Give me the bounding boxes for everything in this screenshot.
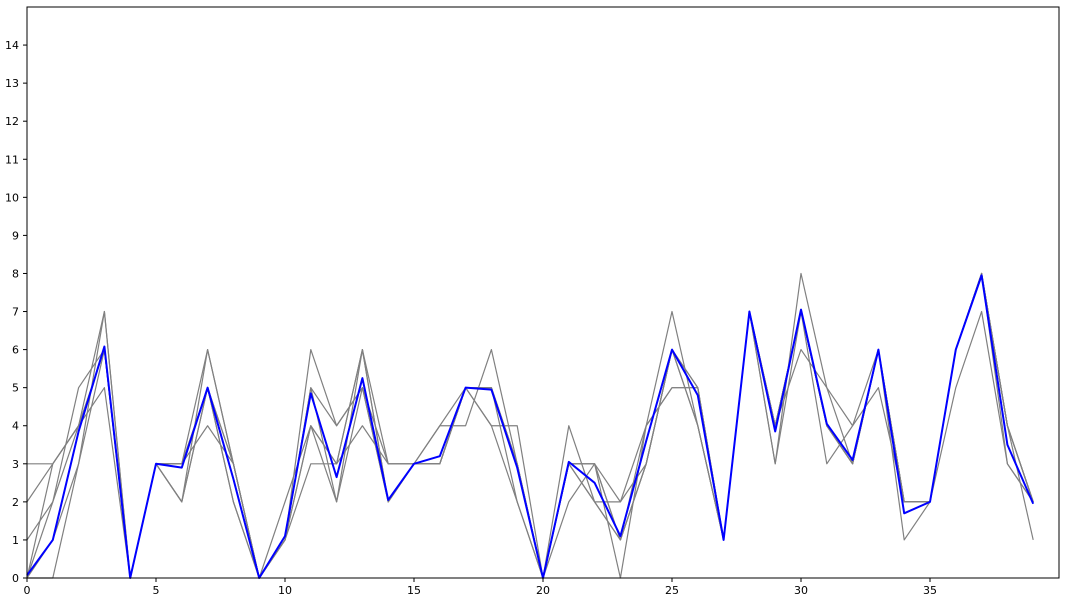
y-tick-label: 6: [12, 344, 19, 357]
y-tick-label: 10: [5, 191, 19, 204]
y-tick-label: 9: [12, 229, 19, 242]
y-tick-label: 13: [5, 77, 19, 90]
y-tick-label: 2: [12, 496, 19, 509]
y-tick-label: 14: [5, 39, 19, 52]
series-line-0: [27, 272, 1034, 579]
y-tick-label: 3: [12, 458, 19, 471]
x-tick-label: 5: [153, 584, 160, 597]
y-tick-label: 12: [5, 115, 19, 128]
x-tick-label: 35: [923, 584, 937, 597]
y-tick-label: 0: [12, 572, 19, 585]
series-line-4: [26, 272, 1034, 579]
y-tick-label: 4: [12, 420, 19, 433]
x-tick-label: 0: [24, 584, 31, 597]
series-line-3: [26, 272, 1034, 579]
y-tick-label: 5: [12, 382, 19, 395]
x-tick-label: 20: [536, 584, 550, 597]
series-line-5: [27, 272, 1034, 579]
series-layer: [26, 272, 1035, 579]
y-tick-label: 8: [12, 267, 19, 280]
series-line-6: [26, 272, 1034, 579]
series-line-1: [26, 310, 1034, 579]
series-line-2: [26, 272, 1034, 579]
x-tick-label: 10: [278, 584, 292, 597]
y-tick-label: 1: [12, 534, 19, 547]
plot-frame: [26, 6, 1060, 579]
x-tick-label: 25: [665, 584, 679, 597]
series-line-7: [26, 274, 1035, 579]
y-tick-label: 11: [5, 153, 19, 166]
x-tick-label: 15: [407, 584, 421, 597]
x-tick-label: 30: [794, 584, 808, 597]
y-tick-label: 7: [12, 306, 19, 319]
